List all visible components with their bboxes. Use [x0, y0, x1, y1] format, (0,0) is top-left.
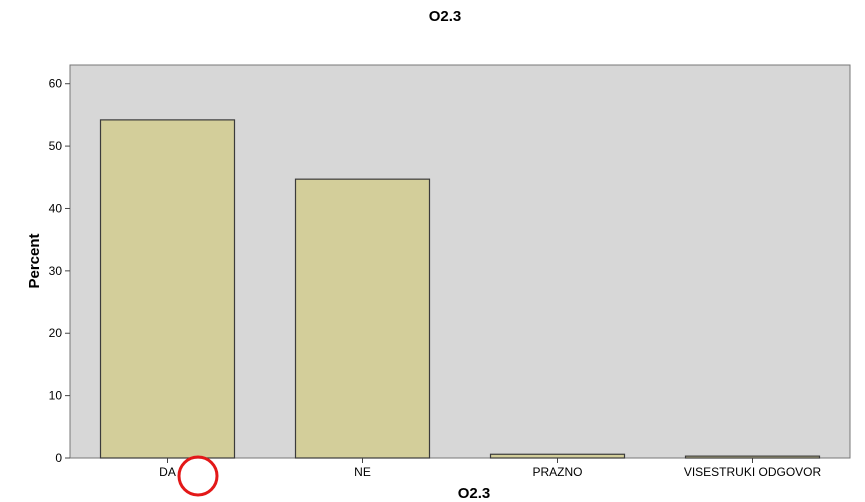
y-tick-label: 30: [49, 264, 63, 278]
y-tick-label: 50: [49, 139, 63, 153]
y-tick-label: 20: [49, 326, 63, 340]
x-tick-label: DA: [159, 465, 176, 479]
x-tick-label: PRAZNO: [532, 465, 582, 479]
y-tick-label: 40: [49, 201, 63, 215]
y-tick-label: 0: [55, 451, 62, 465]
y-axis: 0 10 20 30 40 50 60: [49, 77, 70, 465]
bar-da: [99, 119, 236, 459]
bar-ne: [294, 178, 431, 459]
x-axis-title: O2.3: [458, 485, 491, 502]
x-tick-label: VISESTRUKI ODGOVOR: [684, 465, 822, 479]
x-axis: DA NE PRAZNO VISESTRUKI ODGOVOR: [159, 458, 822, 479]
bar-prazno: [489, 453, 626, 459]
x-tick-label: NE: [354, 465, 371, 479]
y-axis-title: Percent: [26, 233, 43, 288]
bars-layer: [99, 119, 821, 459]
bar-visestruki-odgovor: [684, 455, 821, 459]
y-tick-label: 60: [49, 77, 63, 91]
y-tick-label: 10: [49, 389, 63, 403]
chart-title: O2.3: [429, 8, 462, 25]
highlight-circle: [177, 455, 219, 497]
